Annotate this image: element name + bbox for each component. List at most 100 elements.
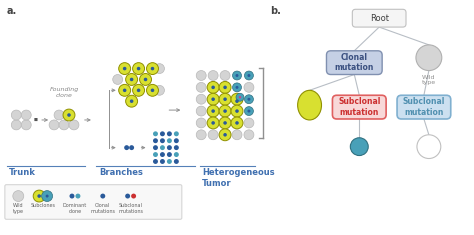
- Text: Trunk: Trunk: [9, 168, 36, 177]
- Circle shape: [247, 98, 250, 101]
- Circle shape: [235, 121, 239, 125]
- Circle shape: [130, 99, 133, 103]
- Circle shape: [223, 109, 227, 113]
- Circle shape: [167, 138, 172, 143]
- Circle shape: [155, 64, 164, 74]
- Circle shape: [207, 93, 219, 105]
- Circle shape: [167, 152, 172, 157]
- Circle shape: [416, 45, 442, 70]
- Text: Root: Root: [370, 14, 389, 23]
- Circle shape: [21, 120, 31, 130]
- Circle shape: [46, 195, 49, 198]
- Circle shape: [196, 118, 206, 128]
- Text: Subclones: Subclones: [31, 203, 55, 208]
- Circle shape: [69, 120, 79, 130]
- Circle shape: [42, 191, 53, 201]
- Circle shape: [59, 120, 69, 130]
- Text: a.: a.: [6, 6, 17, 16]
- Circle shape: [211, 109, 215, 113]
- Circle shape: [207, 117, 219, 129]
- Circle shape: [196, 106, 206, 116]
- Circle shape: [219, 93, 231, 105]
- Circle shape: [219, 82, 231, 93]
- Circle shape: [245, 71, 254, 80]
- Circle shape: [174, 159, 179, 164]
- Circle shape: [146, 63, 158, 74]
- Circle shape: [167, 131, 172, 136]
- Circle shape: [417, 135, 441, 159]
- Circle shape: [123, 67, 127, 70]
- Circle shape: [236, 74, 238, 77]
- Circle shape: [247, 110, 250, 113]
- Circle shape: [239, 96, 241, 98]
- Text: Subclonal
mutation: Subclonal mutation: [338, 98, 381, 117]
- Circle shape: [70, 194, 74, 199]
- Circle shape: [231, 105, 243, 117]
- Circle shape: [208, 70, 218, 80]
- Circle shape: [144, 78, 147, 81]
- Circle shape: [75, 194, 81, 199]
- Circle shape: [137, 67, 140, 70]
- Text: Founding
clone: Founding clone: [49, 87, 79, 98]
- Ellipse shape: [298, 90, 321, 120]
- Circle shape: [100, 194, 105, 199]
- Circle shape: [167, 159, 172, 164]
- Circle shape: [223, 98, 227, 101]
- Circle shape: [233, 71, 241, 80]
- Circle shape: [33, 190, 45, 202]
- Circle shape: [123, 89, 127, 92]
- FancyBboxPatch shape: [327, 51, 382, 74]
- Circle shape: [174, 145, 179, 150]
- Circle shape: [11, 120, 21, 130]
- Circle shape: [153, 159, 158, 164]
- Circle shape: [233, 83, 241, 92]
- Circle shape: [126, 74, 137, 85]
- Circle shape: [160, 152, 165, 157]
- Circle shape: [219, 129, 231, 141]
- Circle shape: [220, 70, 230, 80]
- Circle shape: [236, 93, 244, 101]
- Circle shape: [231, 117, 243, 129]
- FancyBboxPatch shape: [352, 9, 406, 27]
- Circle shape: [151, 67, 155, 70]
- Circle shape: [153, 131, 158, 136]
- Circle shape: [223, 133, 227, 137]
- Circle shape: [235, 99, 239, 103]
- Text: Wild
type: Wild type: [13, 203, 24, 214]
- Circle shape: [160, 131, 165, 136]
- Circle shape: [244, 118, 254, 128]
- Circle shape: [160, 159, 165, 164]
- Circle shape: [245, 107, 254, 116]
- Circle shape: [137, 89, 140, 92]
- Circle shape: [67, 113, 71, 117]
- Circle shape: [130, 78, 133, 81]
- Circle shape: [146, 84, 158, 96]
- Circle shape: [124, 145, 129, 150]
- Circle shape: [133, 63, 145, 74]
- Text: Clonal
mutation: Clonal mutation: [335, 53, 374, 72]
- Circle shape: [247, 74, 250, 77]
- Circle shape: [219, 117, 231, 129]
- Circle shape: [219, 105, 231, 117]
- Circle shape: [118, 63, 131, 74]
- Circle shape: [153, 145, 158, 150]
- Circle shape: [174, 152, 179, 157]
- Circle shape: [207, 105, 219, 117]
- Circle shape: [21, 110, 31, 120]
- Text: ■: ■: [33, 118, 37, 122]
- Circle shape: [155, 85, 164, 95]
- Text: Dominant
clone: Dominant clone: [63, 203, 87, 214]
- Circle shape: [223, 86, 227, 89]
- Circle shape: [236, 86, 238, 89]
- Circle shape: [211, 86, 215, 89]
- Text: Clonal
mutations: Clonal mutations: [90, 203, 115, 214]
- Circle shape: [174, 138, 179, 143]
- Circle shape: [211, 98, 215, 101]
- Text: Subclonal
mutations: Subclonal mutations: [118, 203, 143, 214]
- Circle shape: [160, 145, 165, 150]
- Text: Subclonal
mutation: Subclonal mutation: [403, 98, 445, 117]
- Circle shape: [49, 120, 59, 130]
- Circle shape: [232, 130, 242, 140]
- FancyBboxPatch shape: [332, 95, 386, 119]
- Circle shape: [244, 130, 254, 140]
